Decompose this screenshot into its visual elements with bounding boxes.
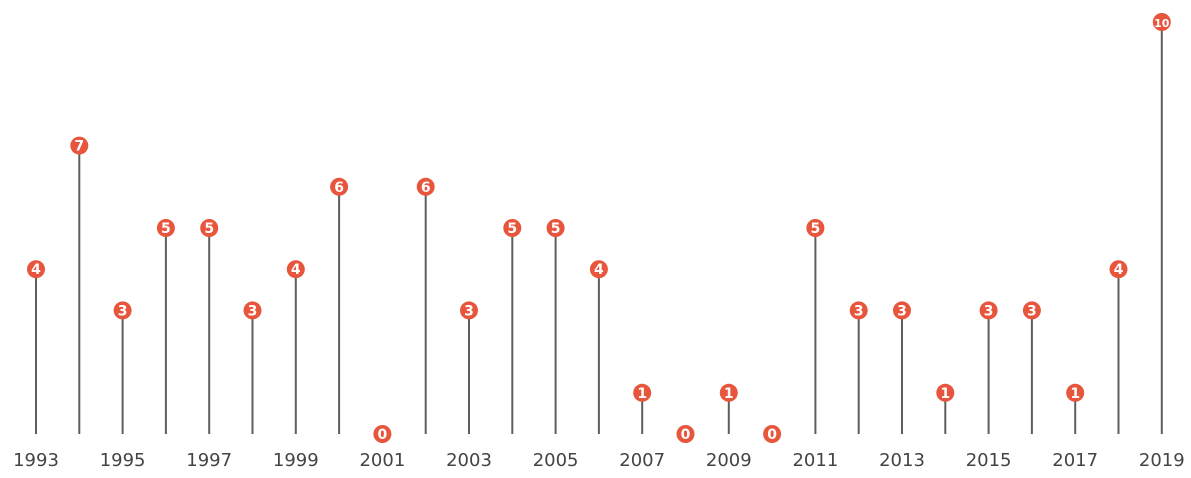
- data-label-1998: 3: [248, 303, 258, 319]
- marker-dot-2002: [416, 177, 435, 196]
- x-tick-label-2017: 2017: [1052, 450, 1098, 471]
- marker-1993: 4: [27, 260, 45, 279]
- marker-2005: 5: [546, 219, 565, 237]
- data-label-2011: 5: [811, 221, 821, 237]
- data-label-2010: 0: [767, 427, 777, 443]
- marker-dot-2014: [936, 383, 955, 402]
- data-label-1996: 5: [161, 221, 171, 237]
- data-label-2000: 6: [334, 180, 344, 196]
- marker-dot-1999: [286, 260, 305, 279]
- x-tick-label-2003: 2003: [446, 450, 492, 471]
- data-label-2015: 3: [984, 303, 994, 319]
- marker-dot-2004: [503, 219, 522, 237]
- data-label-2003: 3: [464, 303, 474, 319]
- marker-2019: 10: [1152, 13, 1171, 31]
- x-tick-label-1997: 1997: [186, 450, 232, 471]
- marker-dot-2015: [979, 301, 998, 320]
- data-label-2018: 4: [1114, 262, 1124, 278]
- data-label-2017: 1: [1070, 386, 1080, 402]
- marker-dot-2009: [719, 383, 738, 402]
- data-label-2013: 3: [897, 303, 907, 319]
- marker-2014: 1: [936, 383, 955, 402]
- data-label-2006: 4: [594, 262, 604, 278]
- x-tick-label-2011: 2011: [792, 450, 838, 471]
- x-tick-label-2015: 2015: [966, 450, 1012, 471]
- marker-dot-2001: [373, 425, 392, 443]
- marker-dot-1996: [156, 219, 175, 237]
- marker-2015: 3: [979, 301, 998, 320]
- marker-dot-2008: [676, 425, 695, 443]
- marker-2013: 3: [893, 301, 911, 320]
- marker-dot-1993: [27, 260, 45, 279]
- data-label-2001: 0: [378, 427, 388, 443]
- data-label-1997: 5: [204, 221, 214, 237]
- marker-2004: 5: [503, 219, 522, 237]
- marker-2012: 3: [849, 301, 868, 320]
- data-label-1995: 3: [118, 303, 128, 319]
- marker-dot-2007: [633, 383, 652, 402]
- marker-dot-2018: [1109, 260, 1128, 279]
- x-tick-label-1993: 1993: [13, 450, 59, 471]
- data-label-2016: 3: [1027, 303, 1037, 319]
- marker-dot-2016: [1022, 301, 1041, 320]
- marker-2003: 3: [460, 301, 478, 320]
- x-tick-label-2007: 2007: [619, 450, 665, 471]
- marker-2017: 1: [1066, 383, 1085, 402]
- data-label-2004: 5: [507, 221, 517, 237]
- marker-2007: 1: [633, 383, 652, 402]
- marker-1994: 7: [70, 136, 89, 155]
- marker-1997: 5: [200, 219, 219, 237]
- marker-2000: 6: [330, 177, 349, 196]
- marker-dot-2019: [1152, 13, 1171, 31]
- data-label-1993: 4: [31, 262, 41, 278]
- marker-2011: 5: [806, 219, 825, 237]
- marker-2010: 0: [763, 425, 782, 443]
- marker-1996: 5: [156, 219, 175, 237]
- marker-2018: 4: [1109, 260, 1128, 279]
- data-label-2009: 1: [724, 386, 734, 402]
- x-tick-label-2009: 2009: [706, 450, 752, 471]
- marker-dot-2000: [330, 177, 349, 196]
- marker-2001: 0: [373, 425, 392, 443]
- marker-2016: 3: [1022, 301, 1041, 320]
- marker-dot-2013: [893, 301, 911, 320]
- marker-2002: 6: [416, 177, 435, 196]
- marker-1998: 3: [243, 301, 262, 320]
- x-tick-label-2019: 2019: [1139, 450, 1185, 471]
- marker-dot-2010: [763, 425, 782, 443]
- x-tick-label-2001: 2001: [359, 450, 405, 471]
- data-label-2019: 10: [1154, 17, 1170, 30]
- marker-dot-1995: [113, 301, 132, 320]
- marker-dot-2017: [1066, 383, 1085, 402]
- marker-1999: 4: [286, 260, 305, 279]
- marker-2006: 4: [589, 260, 608, 279]
- marker-dot-1994: [70, 136, 89, 155]
- data-label-1994: 7: [74, 139, 84, 155]
- data-label-1999: 4: [291, 262, 301, 278]
- data-label-2002: 6: [421, 180, 431, 196]
- marker-dot-2006: [589, 260, 608, 279]
- x-tick-label-2005: 2005: [533, 450, 579, 471]
- x-axis-tick-labels: 1993 1995 1997 1999 2001 2003 2005 2007 2009 2011…: [13, 450, 1185, 471]
- data-label-2007: 1: [637, 386, 647, 402]
- x-tick-label-1999: 1999: [273, 450, 319, 471]
- marker-dot-1998: [243, 301, 262, 320]
- marker-2008: 0: [676, 425, 695, 443]
- data-label-2012: 3: [854, 303, 864, 319]
- marker-dot-2012: [849, 301, 868, 320]
- data-label-2005: 5: [551, 221, 561, 237]
- marker-1995: 3: [113, 301, 132, 320]
- data-label-2008: 0: [681, 427, 691, 443]
- x-tick-label-1995: 1995: [100, 450, 146, 471]
- marker-dot-2005: [546, 219, 565, 237]
- x-tick-label-2013: 2013: [879, 450, 925, 471]
- marker-dot-2003: [460, 301, 478, 320]
- data-label-2014: 1: [940, 386, 950, 402]
- marker-2009: 1: [719, 383, 738, 402]
- marker-dot-2011: [806, 219, 825, 237]
- marker-dot-1997: [200, 219, 219, 237]
